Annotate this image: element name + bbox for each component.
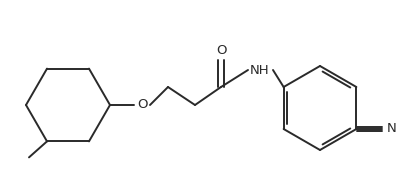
Text: N: N — [386, 123, 396, 135]
Text: O: O — [137, 98, 147, 112]
Text: NH: NH — [250, 63, 270, 77]
Text: O: O — [216, 45, 226, 57]
